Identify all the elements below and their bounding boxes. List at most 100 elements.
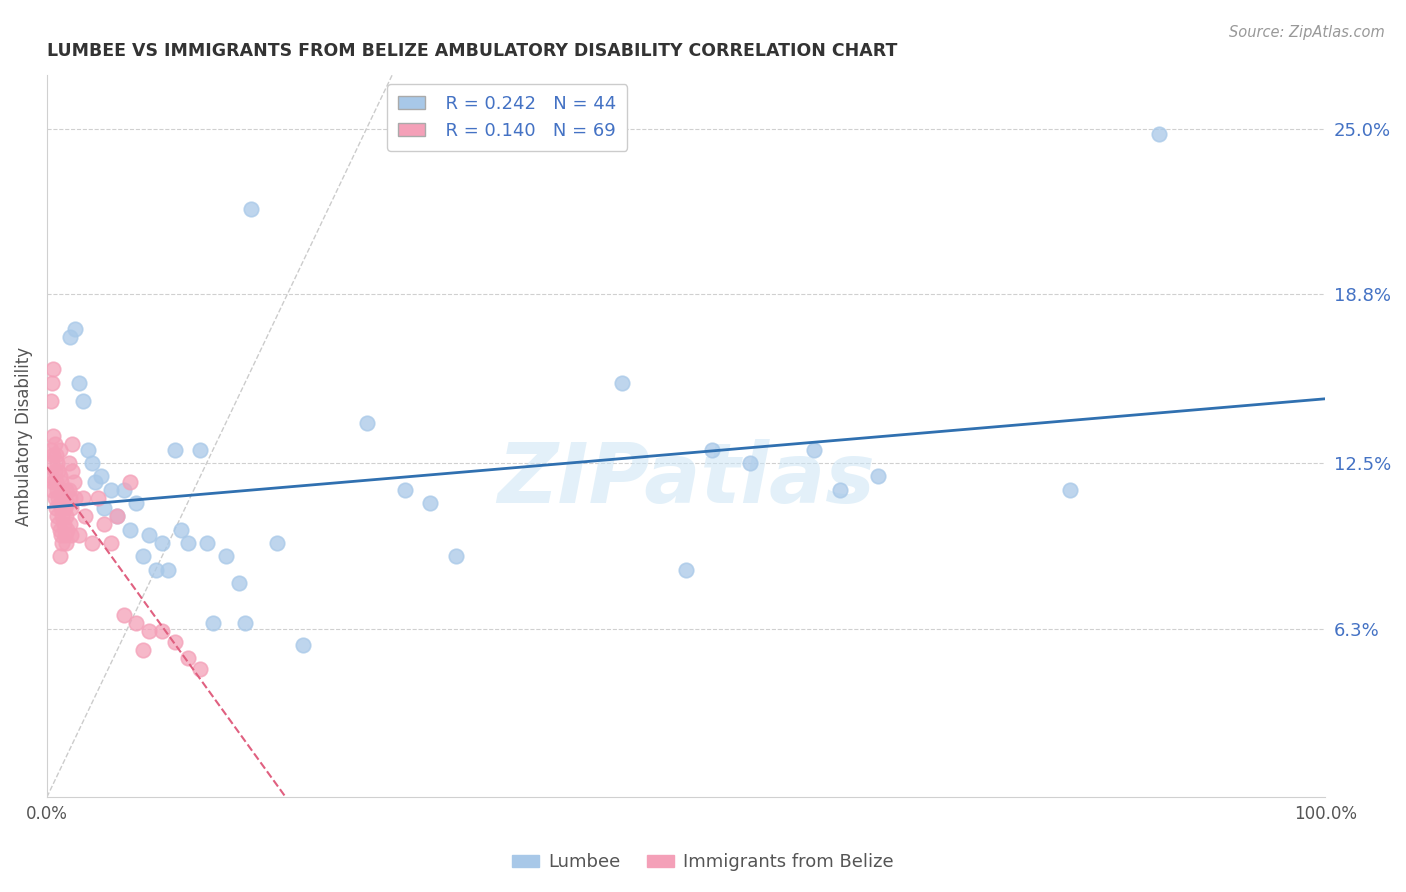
Point [132,549,155,564]
Point [41,456,63,470]
Point [44,437,66,451]
Point [51,536,73,550]
Point [125,616,148,631]
Point [76,442,98,457]
Point [188,442,211,457]
Point [46,509,69,524]
Point [105,509,128,524]
Point [84,475,107,489]
Point [52,517,75,532]
Point [188,662,211,676]
Point [118,523,141,537]
Point [59,517,82,532]
Point [866,469,889,483]
Point [53,528,76,542]
Point [55,509,77,524]
Point [419,496,441,510]
Point [51,483,73,497]
Point [444,549,467,564]
Point [39,469,62,483]
Point [150,624,173,639]
Point [90,469,112,483]
Point [46,483,69,497]
Point [48,491,70,505]
Point [145,563,167,577]
Point [803,442,825,457]
Point [612,376,634,390]
Point [52,491,75,505]
Point [1147,127,1170,141]
Point [157,563,180,577]
Point [41,376,63,390]
Point [49,475,72,489]
Point [87,491,110,505]
Point [266,536,288,550]
Point [49,528,72,542]
Point [100,536,122,550]
Point [59,491,82,505]
Point [118,475,141,489]
Point [42,475,65,489]
Point [202,616,225,631]
Point [150,536,173,550]
Text: ZIPatlas: ZIPatlas [498,439,875,520]
Point [195,536,218,550]
Point [700,442,723,457]
Point [48,469,70,483]
Point [80,456,103,470]
Point [138,528,160,542]
Point [228,576,250,591]
Point [72,491,94,505]
Point [163,635,186,649]
Point [42,448,65,462]
Legend: Lumbee, Immigrants from Belize: Lumbee, Immigrants from Belize [505,847,901,879]
Point [215,549,238,564]
Point [45,475,67,489]
Point [105,509,128,524]
Point [48,523,70,537]
Point [291,638,314,652]
Point [48,496,70,510]
Point [675,563,697,577]
Point [63,322,86,336]
Point [39,394,62,409]
Point [45,501,67,516]
Point [72,394,94,409]
Point [100,483,122,497]
Point [93,517,115,532]
Point [63,491,86,505]
Point [93,501,115,516]
Point [738,456,761,470]
Point [53,501,76,516]
Point [176,651,198,665]
Point [240,202,263,216]
Point [176,536,198,550]
Point [138,624,160,639]
Point [59,330,82,344]
Point [49,501,72,516]
Y-axis label: Ambulatory Disability: Ambulatory Disability [15,347,32,525]
Point [112,608,135,623]
Point [233,616,256,631]
Point [394,483,416,497]
Point [42,362,65,376]
Point [51,509,73,524]
Text: LUMBEE VS IMMIGRANTS FROM BELIZE AMBULATORY DISABILITY CORRELATION CHART: LUMBEE VS IMMIGRANTS FROM BELIZE AMBULAT… [46,42,897,60]
Point [132,643,155,657]
Point [56,523,79,537]
Point [48,442,70,457]
Point [55,536,77,550]
Point [39,442,62,457]
Point [62,464,84,478]
Point [80,536,103,550]
Point [828,483,851,497]
Point [62,437,84,451]
Point [55,483,77,497]
Point [112,483,135,497]
Point [60,528,83,542]
Point [41,483,63,497]
Point [62,475,84,489]
Point [163,442,186,457]
Point [48,517,70,532]
Point [44,491,66,505]
